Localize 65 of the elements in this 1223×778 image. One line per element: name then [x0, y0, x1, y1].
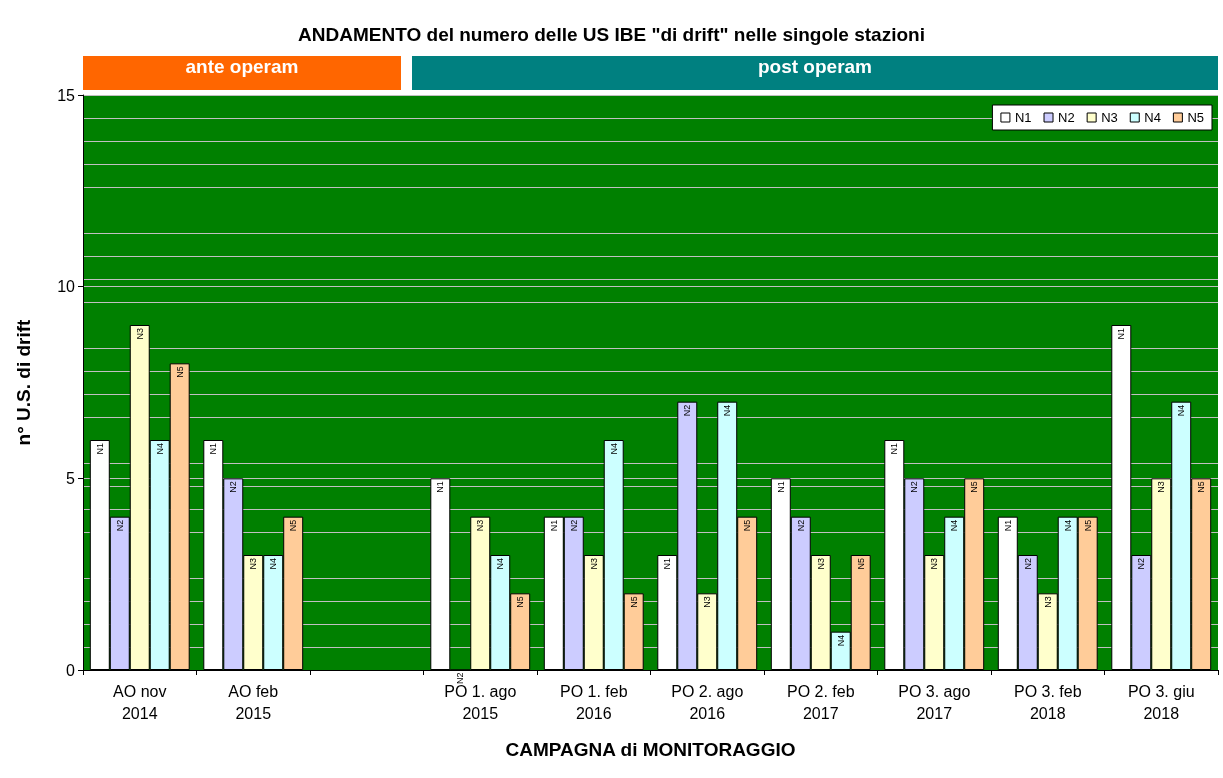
text: N5	[1082, 519, 1093, 532]
legend-label: N2	[1058, 110, 1075, 125]
y-tick-label: 5	[66, 469, 76, 487]
text: N3	[929, 558, 940, 570]
text: N4	[1062, 519, 1073, 532]
text: N2	[1022, 558, 1033, 570]
text: N1	[208, 443, 219, 455]
text: N2	[682, 404, 693, 417]
text: N4	[949, 519, 960, 532]
text: N1	[1116, 328, 1127, 340]
text: N4	[495, 558, 506, 570]
text: N5	[174, 366, 185, 378]
text: N2	[114, 519, 125, 532]
text: N5	[969, 481, 980, 493]
chart-title: ANDAMENTO del numero delle US IBE "di drift" nelle singole stazioni	[298, 24, 925, 45]
x-tick-label: PO 3. feb 2018	[1013, 682, 1082, 722]
x-tick-label: PO 1. feb 2016	[559, 682, 628, 722]
y-tick-label: 15	[57, 86, 76, 104]
text: N2	[568, 519, 579, 532]
x-tick-label: PO 3. ago 2017	[898, 682, 971, 722]
y-tick-label: 10	[57, 278, 76, 296]
text: N4	[1176, 404, 1187, 417]
y-axis-title: n° U.S. di drift	[13, 318, 34, 446]
text: N3	[588, 558, 599, 570]
text: N4	[608, 443, 619, 455]
text: N1	[1002, 519, 1013, 532]
text: N3	[134, 328, 145, 340]
text: N2	[228, 481, 239, 493]
text: N2	[795, 519, 806, 532]
text: N3	[702, 596, 713, 608]
text: N3	[475, 519, 486, 532]
legend-label: N4	[1144, 110, 1161, 125]
legend-label: N5	[1187, 110, 1205, 125]
text: N3	[1042, 596, 1053, 608]
text: N5	[288, 519, 299, 532]
text: N2	[1136, 558, 1147, 570]
text: N1	[435, 481, 446, 493]
text: N1	[889, 443, 900, 455]
text: N5	[855, 558, 866, 570]
text: N5	[742, 519, 753, 532]
text: N2	[455, 672, 466, 685]
text: N2	[909, 481, 920, 493]
text: N4	[722, 404, 733, 417]
text: N4	[835, 634, 846, 647]
text: N5	[628, 596, 639, 608]
x-tick-label: PO 3. giu 2018	[1127, 682, 1195, 722]
y-tick-label: 0	[66, 661, 76, 679]
x-tick-label: PO 2. ago 2016	[671, 682, 744, 722]
x-tick-label: AO feb 2015	[228, 682, 279, 722]
text: N5	[1196, 481, 1207, 493]
text: N5	[515, 596, 526, 608]
text: N1	[94, 443, 105, 455]
x-tick-label: AO nov 2014	[113, 682, 167, 722]
legend-label: N3	[1101, 110, 1118, 125]
text: N4	[268, 558, 279, 570]
x-tick-label: PO 2. feb 2017	[786, 682, 855, 722]
x-axis-title: CAMPAGNA di MONITORAGGIO	[505, 739, 796, 760]
text: N3	[1156, 481, 1167, 493]
text: N1	[548, 519, 559, 532]
text: N1	[662, 558, 673, 570]
text: N4	[154, 443, 165, 455]
legend-label: N1	[1014, 110, 1032, 125]
text: N3	[815, 558, 826, 570]
text: N1	[775, 481, 786, 493]
text: N3	[248, 558, 259, 570]
